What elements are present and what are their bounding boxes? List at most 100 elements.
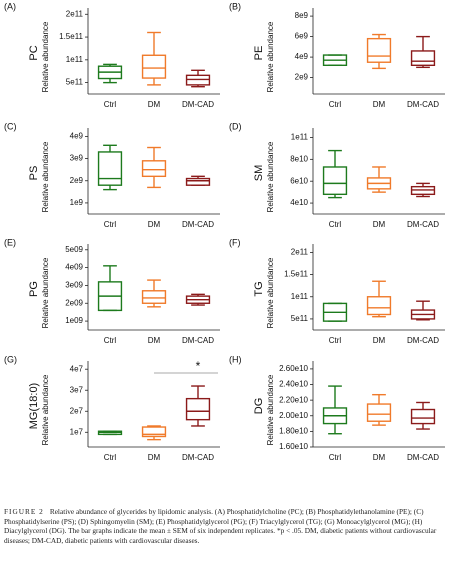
x-tick-label: DM bbox=[373, 100, 386, 109]
panel: (H) DG Relative abundance 1.60e10 1.80e10 2.0… bbox=[229, 354, 445, 462]
x-tick-label: Ctrl bbox=[104, 453, 117, 462]
box bbox=[141, 290, 167, 304]
x-tick-label: DM-CAD bbox=[407, 100, 439, 109]
box bbox=[366, 296, 392, 316]
panel-label: (C) bbox=[4, 121, 17, 131]
x-tick-label: DM-CAD bbox=[182, 336, 214, 345]
panel: (D) SM Relative abundance 4e10 6e10 8e10 1e11 C… bbox=[229, 121, 445, 229]
y-axis-title: TG bbox=[253, 281, 265, 296]
y-tick-label: 2e7 bbox=[70, 406, 84, 415]
y-tick-label: 8e10 bbox=[290, 154, 308, 163]
panel-label: (A) bbox=[4, 1, 16, 11]
box bbox=[97, 151, 123, 186]
y-tick-label: 1e11 bbox=[66, 55, 84, 64]
x-tick-label: Ctrl bbox=[104, 220, 117, 229]
y-axis-label: Relative abundance bbox=[266, 257, 275, 328]
panel-label: (B) bbox=[229, 1, 241, 11]
y-axis-title: PG bbox=[28, 281, 40, 297]
y-tick-label: 2e9 bbox=[70, 176, 84, 185]
y-tick-label: 5e09 bbox=[65, 245, 83, 254]
x-tick-label: Ctrl bbox=[104, 100, 117, 109]
x-tick-label: DM-CAD bbox=[182, 100, 214, 109]
y-tick-label: 4e7 bbox=[70, 364, 84, 373]
significance-mark: * bbox=[196, 359, 201, 373]
panel: (A) PC Relative abundance 5e11 1e11 1.5e11 2e1… bbox=[4, 1, 220, 109]
y-tick-label: 6e10 bbox=[290, 176, 308, 185]
box bbox=[366, 403, 392, 422]
y-tick-label: 5e11 bbox=[291, 314, 309, 323]
panel: (E) PG Relative abundance 1e09 2e09 3e09 4e09 5… bbox=[4, 237, 220, 345]
y-axis-title: DG bbox=[253, 398, 265, 415]
y-tick-label: 2e09 bbox=[65, 298, 83, 307]
y-tick-label: 2e11 bbox=[291, 248, 309, 257]
panel: (B) PE Relative abundance 2e9 4e9 6e9 8e9 Ctrl D… bbox=[229, 1, 445, 109]
y-tick-label: 2.20e10 bbox=[279, 395, 308, 404]
y-tick-label: 6e9 bbox=[295, 32, 309, 41]
x-tick-label: Ctrl bbox=[329, 220, 342, 229]
y-tick-label: 2e11 bbox=[66, 9, 84, 18]
y-tick-label: 2.00e10 bbox=[279, 411, 308, 420]
y-tick-label: 3e9 bbox=[70, 154, 84, 163]
x-tick-label: DM bbox=[373, 453, 386, 462]
box bbox=[366, 37, 392, 63]
y-tick-label: 4e9 bbox=[70, 132, 84, 141]
y-tick-label: 5e11 bbox=[66, 78, 84, 87]
box bbox=[141, 160, 167, 178]
y-tick-label: 1.5e11 bbox=[284, 270, 308, 279]
panel-label: (H) bbox=[229, 354, 242, 364]
y-tick-label: 4e9 bbox=[295, 52, 309, 61]
y-axis-label: Relative abundance bbox=[41, 374, 50, 445]
y-tick-label: 1.60e10 bbox=[279, 442, 308, 451]
y-tick-label: 1e9 bbox=[70, 198, 84, 207]
x-tick-label: DM bbox=[148, 336, 161, 345]
x-tick-label: DM-CAD bbox=[182, 220, 214, 229]
x-tick-label: DM bbox=[148, 100, 161, 109]
panel-label: (E) bbox=[4, 237, 16, 247]
y-axis-title: PE bbox=[253, 46, 265, 61]
y-axis-title: MG(18:0) bbox=[28, 383, 40, 429]
y-axis-title: SM bbox=[253, 165, 265, 182]
panel-label: (G) bbox=[4, 354, 17, 364]
x-tick-label: DM bbox=[373, 220, 386, 229]
panel: (C) PS Relative abundance 1e9 2e9 3e9 4e9 Ctrl D… bbox=[4, 121, 220, 229]
y-axis-title: PC bbox=[28, 45, 40, 60]
y-tick-label: 1.80e10 bbox=[279, 426, 308, 435]
y-tick-label: 1e09 bbox=[65, 316, 83, 325]
y-tick-label: 1e11 bbox=[291, 292, 309, 301]
x-tick-label: DM-CAD bbox=[407, 336, 439, 345]
y-axis-label: Relative abundance bbox=[266, 141, 275, 212]
x-tick-label: Ctrl bbox=[104, 336, 117, 345]
box bbox=[322, 166, 348, 196]
y-axis-label: Relative abundance bbox=[41, 141, 50, 212]
caption: FIGURE 2 Relative abundance of glycerides… bbox=[4, 507, 447, 545]
box bbox=[185, 177, 211, 186]
y-tick-label: 3e09 bbox=[65, 281, 83, 290]
y-tick-label: 4e09 bbox=[65, 263, 83, 272]
x-tick-label: DM bbox=[373, 336, 386, 345]
y-tick-label: 4e10 bbox=[290, 198, 308, 207]
x-tick-label: DM-CAD bbox=[407, 453, 439, 462]
x-tick-label: DM bbox=[148, 220, 161, 229]
y-axis-label: Relative abundance bbox=[266, 21, 275, 92]
caption-text: Relative abundance of glycerides by lipi… bbox=[4, 507, 437, 545]
box bbox=[141, 426, 167, 438]
y-tick-label: 2.40e10 bbox=[279, 380, 308, 389]
box bbox=[185, 397, 211, 421]
y-axis-label: Relative abundance bbox=[41, 21, 50, 92]
box bbox=[410, 408, 436, 425]
panel-label: (F) bbox=[229, 237, 241, 247]
x-tick-label: DM-CAD bbox=[182, 453, 214, 462]
y-tick-label: 2e9 bbox=[295, 73, 309, 82]
panel: (G) MG(18:0) Relative abundance 1e7 2e7 3e7 4e… bbox=[4, 354, 220, 462]
y-tick-label: 1.5e11 bbox=[59, 32, 83, 41]
panel-label: (D) bbox=[229, 121, 242, 131]
y-tick-label: 3e7 bbox=[70, 385, 84, 394]
y-axis-label: Relative abundance bbox=[41, 257, 50, 328]
y-axis-title: PS bbox=[28, 166, 40, 181]
x-tick-label: Ctrl bbox=[329, 100, 342, 109]
y-axis-label: Relative abundance bbox=[266, 374, 275, 445]
y-tick-label: 2.60e10 bbox=[279, 364, 308, 373]
y-tick-label: 1e7 bbox=[70, 427, 84, 436]
box bbox=[141, 54, 167, 79]
